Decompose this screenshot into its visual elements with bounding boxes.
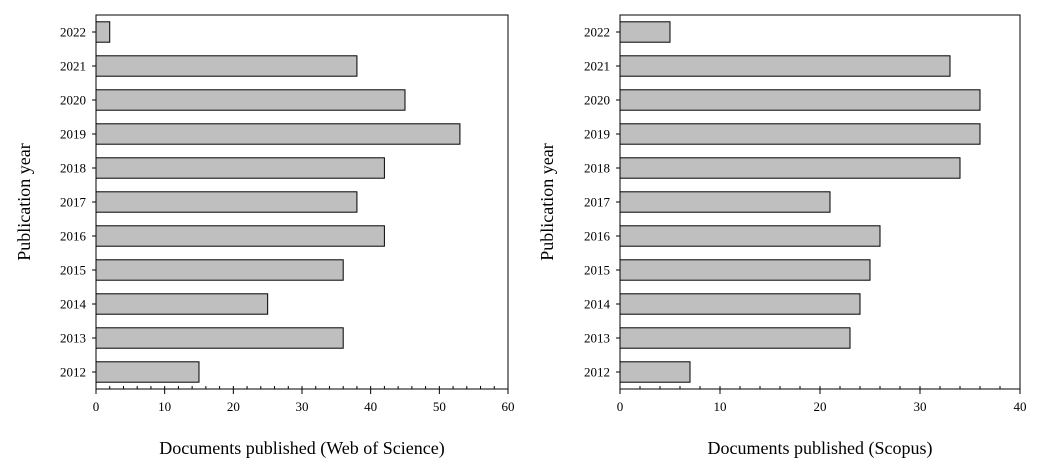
y-tick-label-2017: 2017 [60, 195, 87, 210]
y-tick-label-2013: 2013 [60, 331, 86, 346]
y-tick-label-2012: 2012 [584, 365, 610, 380]
x-tick-label-60: 60 [502, 399, 515, 414]
x-tick-label-30: 30 [296, 399, 309, 414]
bar-2013 [619, 327, 851, 349]
y-tick-label-2016: 2016 [584, 229, 611, 244]
bar-2022 [619, 21, 671, 43]
bar-2018 [619, 157, 961, 179]
y-tick-label-2021: 2021 [60, 59, 86, 74]
x-tick-label-20: 20 [814, 399, 827, 414]
x-tick-label-0: 0 [93, 399, 100, 414]
bar-2012 [95, 361, 200, 383]
bar-2013 [95, 327, 344, 349]
bar-2015 [619, 259, 871, 281]
x-tick-label-50: 50 [433, 399, 446, 414]
bar-2014 [95, 293, 269, 315]
bar-2016 [95, 225, 385, 247]
x-axis-title: Documents published (Scopus) [708, 438, 933, 459]
y-tick-label-2020: 2020 [584, 93, 610, 108]
y-axis-title: Publication year [14, 143, 34, 260]
y-tick-label-2018: 2018 [584, 161, 610, 176]
y-tick-label-2014: 2014 [584, 297, 611, 312]
y-tick-label-2015: 2015 [60, 263, 86, 278]
y-tick-label-2019: 2019 [60, 127, 86, 142]
y-tick-label-2016: 2016 [60, 229, 87, 244]
x-tick-label-40: 40 [364, 399, 377, 414]
bar-2016 [619, 225, 881, 247]
chart-1: 2012 2013 2014 2015 2016 2017 2018 2019 2020 2021… [14, 14, 515, 459]
y-tick-label-2014: 2014 [60, 297, 87, 312]
chart-2: 2012 2013 2014 2015 2016 2017 2018 2019 2020 2021… [537, 14, 1027, 459]
bar-2019 [619, 123, 981, 145]
bar-2021 [95, 55, 358, 77]
bar-2020 [95, 89, 406, 111]
bar-2017 [619, 191, 831, 213]
y-tick-label-2015: 2015 [584, 263, 610, 278]
bar-2017 [95, 191, 358, 213]
bar-2021 [619, 55, 951, 77]
x-tick-label-10: 10 [714, 399, 727, 414]
bar-2014 [619, 293, 861, 315]
x-tick-label-40: 40 [1014, 399, 1027, 414]
y-tick-label-2022: 2022 [60, 25, 86, 40]
y-tick-label-2013: 2013 [584, 331, 610, 346]
x-axis-title: Documents published (Web of Science) [159, 438, 444, 459]
bar-2022 [95, 21, 111, 43]
x-tick-label-10: 10 [158, 399, 171, 414]
y-tick-label-2021: 2021 [584, 59, 610, 74]
bar-2019 [95, 123, 461, 145]
bar-2018 [95, 157, 385, 179]
y-tick-label-2017: 2017 [584, 195, 611, 210]
x-tick-label-30: 30 [914, 399, 927, 414]
y-tick-label-2022: 2022 [584, 25, 610, 40]
y-tick-label-2018: 2018 [60, 161, 86, 176]
y-axis-title: Publication year [537, 143, 557, 260]
y-tick-label-2012: 2012 [60, 365, 86, 380]
y-tick-label-2019: 2019 [584, 127, 610, 142]
x-tick-label-0: 0 [617, 399, 624, 414]
bar-2020 [619, 89, 981, 111]
bar-2012 [619, 361, 691, 383]
x-tick-label-20: 20 [227, 399, 240, 414]
y-tick-label-2020: 2020 [60, 93, 86, 108]
bar-2015 [95, 259, 344, 281]
